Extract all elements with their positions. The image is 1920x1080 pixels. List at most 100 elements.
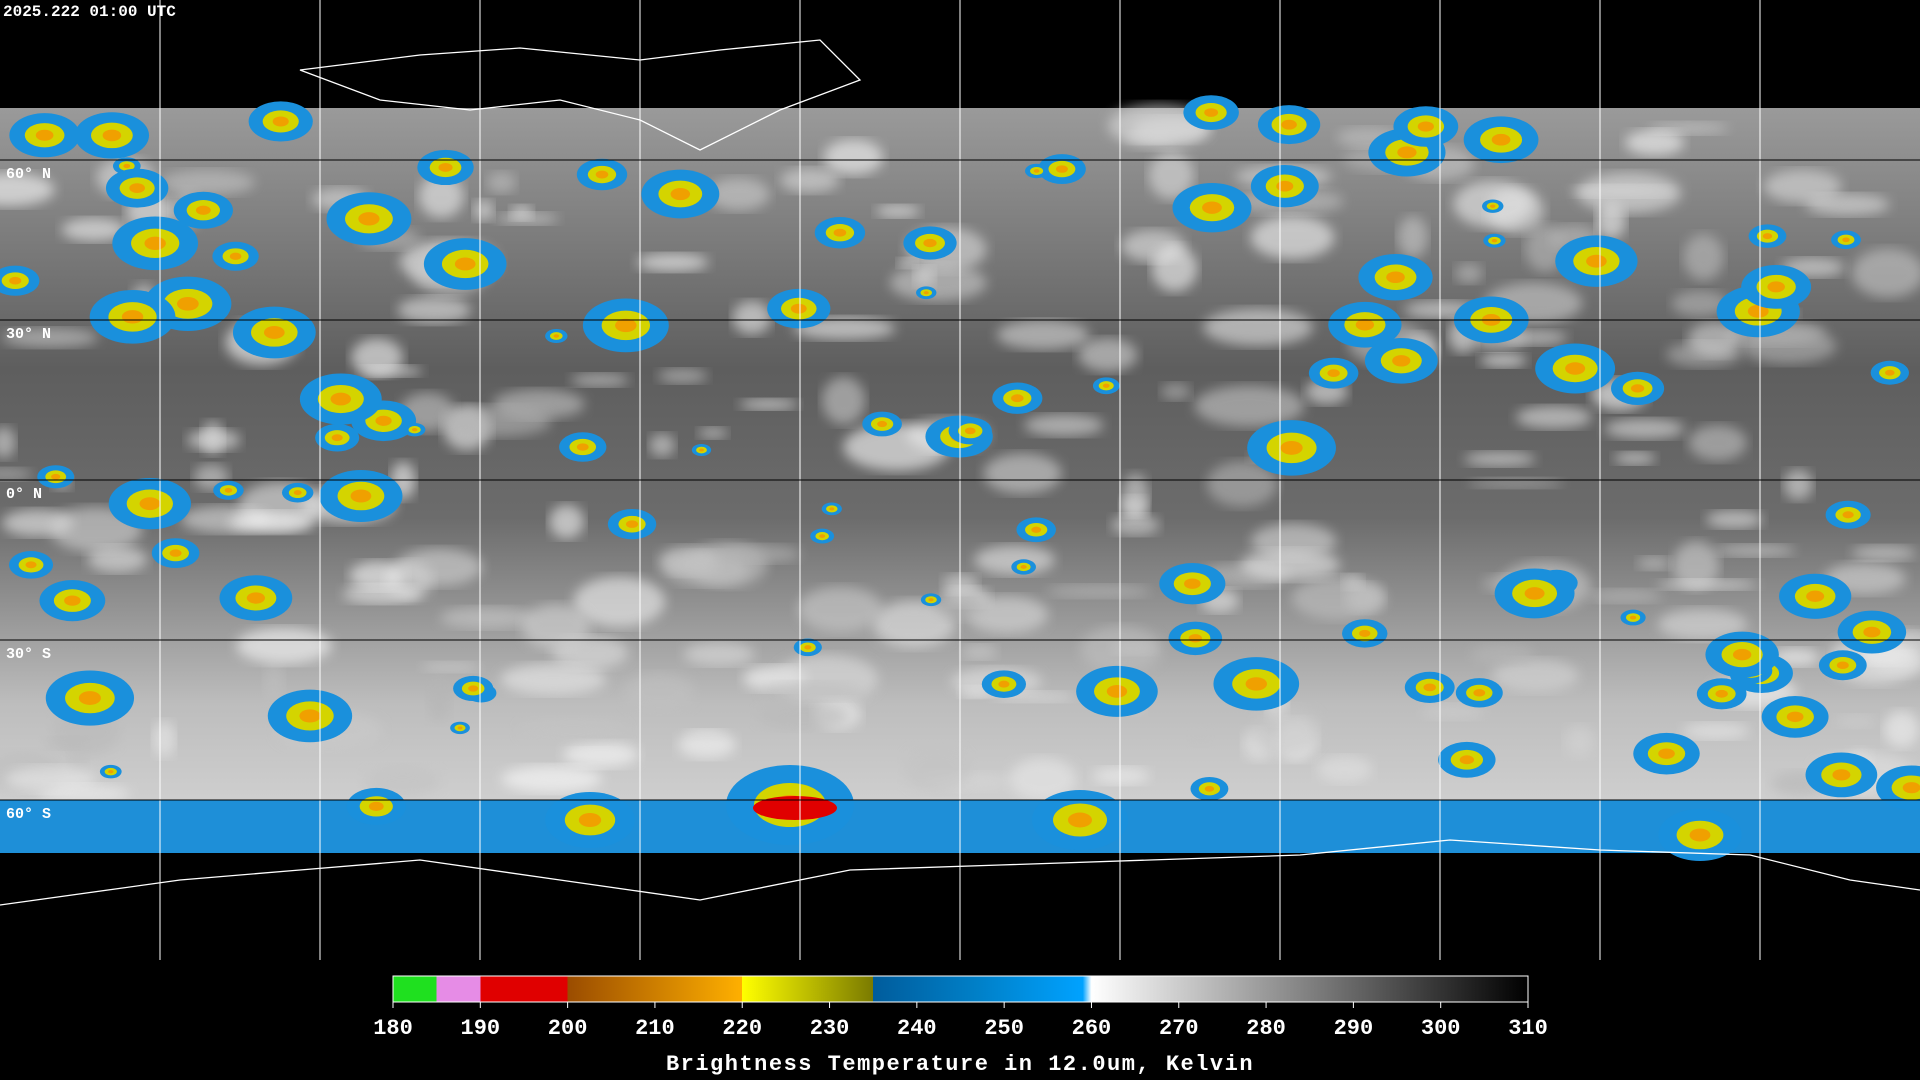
cloud-top xyxy=(229,252,242,260)
colorbar xyxy=(392,975,1529,1003)
cloud-top xyxy=(9,276,22,285)
cloud-top xyxy=(102,129,122,142)
cloud xyxy=(897,257,918,269)
cloud xyxy=(1851,545,1916,561)
cloud-top xyxy=(964,427,976,435)
cloud-top xyxy=(1832,769,1851,781)
cloud xyxy=(1251,523,1337,560)
latitude-label: 60° S xyxy=(6,806,51,823)
cloud xyxy=(683,642,755,666)
cloud xyxy=(519,718,627,744)
cloud xyxy=(1604,418,1685,439)
cloud-top xyxy=(454,257,476,271)
colorbar-tick-label: 210 xyxy=(635,1016,675,1041)
cloud-top xyxy=(35,129,54,141)
colorbar-tick-label: 190 xyxy=(461,1016,501,1041)
cloud xyxy=(501,765,603,793)
cloud xyxy=(1291,576,1386,620)
cloud-top xyxy=(578,813,602,827)
cloud-top xyxy=(998,680,1010,688)
colorbar-tick-label: 220 xyxy=(722,1016,762,1041)
cloud-top xyxy=(804,645,812,650)
cloud xyxy=(496,212,559,225)
cloud-top xyxy=(1106,684,1128,698)
colorbar-title: Brightness Temperature in 12.0um, Kelvin xyxy=(666,1052,1254,1077)
cloud-top xyxy=(144,236,166,251)
storm-layer xyxy=(0,95,1920,861)
cloud-top xyxy=(468,685,479,692)
cloud xyxy=(1469,644,1536,666)
cloud xyxy=(758,702,849,731)
cloud xyxy=(1121,473,1149,521)
cloud xyxy=(342,584,422,604)
colorbar-tick-label: 300 xyxy=(1421,1016,1461,1041)
cloud xyxy=(201,420,224,455)
colorbar-tick-label: 280 xyxy=(1246,1016,1286,1041)
cloud-top xyxy=(121,310,144,324)
cloud-top xyxy=(923,238,937,248)
cloud xyxy=(1206,461,1278,507)
cloud-top xyxy=(829,507,835,511)
cloud-top xyxy=(699,448,704,452)
cloud xyxy=(439,607,534,629)
cloud xyxy=(1092,767,1150,785)
cloud-top xyxy=(368,801,384,812)
cloud xyxy=(1715,544,1796,557)
cloud-top xyxy=(1188,634,1203,643)
cloud-top xyxy=(224,487,233,493)
cloud xyxy=(570,373,630,387)
cloud xyxy=(0,172,55,207)
colorbar-tick-label: 230 xyxy=(810,1016,850,1041)
cloud xyxy=(1613,451,1656,465)
cloud-top xyxy=(457,726,463,730)
cloud-top xyxy=(1786,711,1804,723)
colorbar-tick-label: 260 xyxy=(1072,1016,1112,1041)
cloud-top xyxy=(1359,629,1371,637)
cloud-top xyxy=(438,163,453,172)
cloud-top xyxy=(1524,587,1545,600)
cloud-top xyxy=(246,592,265,604)
cloud-top xyxy=(350,489,372,503)
cloud xyxy=(563,741,639,768)
cloud-top xyxy=(299,709,321,723)
cloud-top xyxy=(330,392,352,406)
cloud xyxy=(657,368,708,384)
cloud xyxy=(1492,659,1579,693)
cloud xyxy=(263,663,285,705)
cloud xyxy=(707,177,770,211)
cloud xyxy=(1110,640,1157,655)
cloud-top xyxy=(1473,689,1486,697)
cloud xyxy=(732,301,772,335)
cloud-top xyxy=(1392,355,1411,367)
cloud-top xyxy=(1863,626,1881,638)
cloud-top xyxy=(833,228,847,237)
cloud xyxy=(903,745,971,792)
cloud xyxy=(1467,477,1564,489)
cloud xyxy=(4,766,97,793)
cloud xyxy=(1397,216,1428,259)
cloud-top xyxy=(753,796,837,820)
colorbar-tick-label: 200 xyxy=(548,1016,588,1041)
colorbar-ticks: 180 190 200 210 220 230 240 250 260 270 280 290 300 3… xyxy=(373,1002,1548,1041)
cloud xyxy=(61,218,127,242)
cloud-top xyxy=(375,415,392,426)
cloud xyxy=(623,673,695,713)
cloud xyxy=(1111,514,1160,536)
cloud xyxy=(961,644,998,660)
cloud-top xyxy=(272,116,289,127)
cloud-top xyxy=(293,490,302,496)
cloud-top xyxy=(595,170,609,179)
cloud xyxy=(1203,308,1313,346)
latitude-label: 0° N xyxy=(6,486,42,503)
cloud xyxy=(1783,469,1813,501)
cloud-top xyxy=(1490,204,1496,208)
colorbar-tick-label: 310 xyxy=(1508,1016,1548,1041)
cloud xyxy=(1851,248,1920,298)
cloud xyxy=(1421,703,1485,720)
cloud-top xyxy=(819,534,826,538)
cloud xyxy=(43,736,89,750)
cloud-top xyxy=(64,595,81,606)
cloud-top xyxy=(625,520,639,528)
cloud xyxy=(649,433,675,457)
cloud xyxy=(875,204,921,218)
